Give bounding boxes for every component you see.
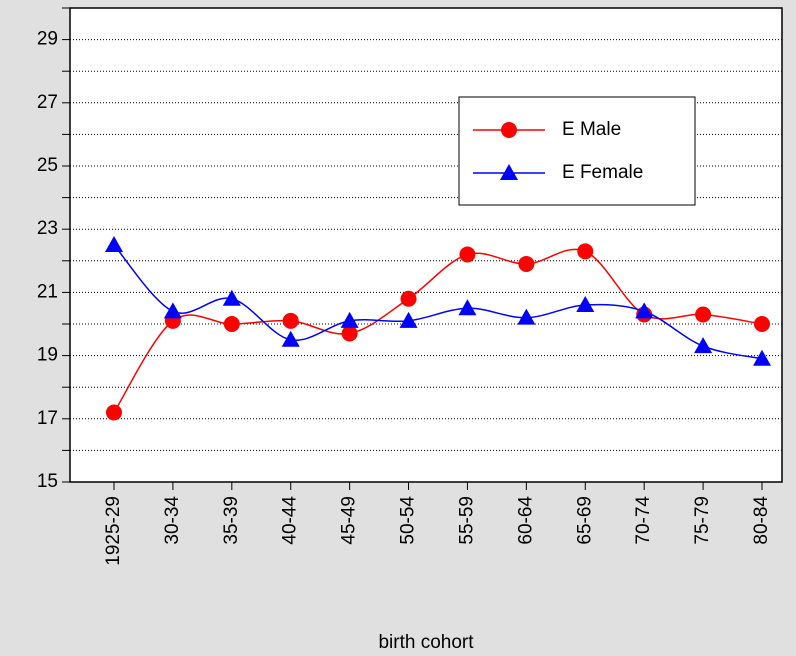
legend-box [458, 96, 696, 206]
x-tick-label: 80-84 [751, 496, 772, 545]
x-axis-title: birth cohort [378, 632, 474, 653]
x-tick-label: 60-64 [515, 496, 536, 545]
marker [458, 299, 477, 316]
marker [635, 302, 654, 319]
marker [341, 325, 358, 342]
y-tick-label: 21 [37, 281, 58, 302]
y-tick-label: 29 [37, 29, 58, 50]
y-tick-label: 17 [37, 408, 58, 429]
x-tick-label: 70-74 [633, 496, 654, 545]
marker [281, 330, 300, 347]
legend-label: E Male [562, 119, 621, 140]
marker [577, 243, 594, 260]
x-tick-label: 1925-29 [103, 496, 124, 566]
marker [518, 255, 535, 272]
x-tick-label: 35-39 [221, 496, 242, 545]
marker [517, 308, 536, 325]
marker [222, 289, 241, 306]
y-tick-label: 19 [37, 345, 58, 366]
x-tick-label: 75-79 [692, 496, 713, 545]
y-tick-label: 23 [37, 218, 58, 239]
marker [500, 164, 518, 180]
marker [399, 311, 418, 328]
y-tick-label: 25 [37, 155, 58, 176]
marker [400, 290, 417, 307]
x-tick-label: 55-59 [456, 496, 477, 545]
x-tick-label: 45-49 [339, 496, 360, 545]
plot-frame [69, 7, 783, 483]
marker [106, 404, 122, 421]
x-tick-label: 30-34 [162, 496, 183, 545]
marker [754, 316, 770, 332]
marker [753, 349, 771, 366]
legend-label: E Female [562, 162, 643, 183]
marker [163, 302, 182, 319]
x-tick-label: 65-69 [574, 496, 595, 545]
y-tick-label: 15 [37, 471, 58, 492]
x-tick-label: 50-54 [398, 496, 419, 545]
marker [223, 316, 240, 332]
y-tick-label: 27 [37, 92, 58, 113]
x-tick-label: 40-44 [280, 496, 301, 545]
marker [282, 312, 299, 329]
marker [105, 236, 123, 252]
legend: E Male E Female [458, 96, 696, 206]
plot-area [70, 8, 782, 482]
marker [694, 337, 713, 354]
marker [695, 306, 712, 323]
marker [340, 311, 359, 328]
marker [459, 246, 476, 263]
marker [576, 296, 595, 313]
marker [501, 122, 517, 138]
